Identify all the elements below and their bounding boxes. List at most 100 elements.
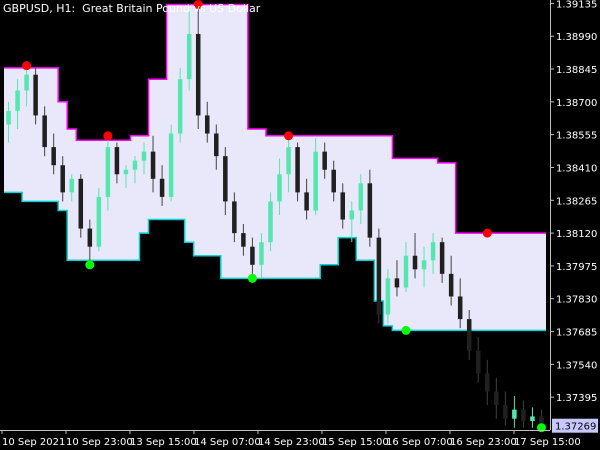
candle	[457, 278, 463, 329]
time-tick-label: 16 Sep 07:00	[386, 437, 453, 448]
candle	[512, 396, 517, 428]
current-price-label: 1.37269	[555, 422, 596, 433]
candle	[376, 228, 382, 324]
channel-layer	[4, 3, 546, 332]
candle-body	[232, 201, 237, 234]
swing-high-dot	[193, 0, 203, 10]
candle-body	[223, 156, 228, 202]
candle	[448, 255, 454, 306]
candle-body	[195, 33, 201, 116]
candle-body	[376, 237, 382, 315]
candle-body	[214, 133, 219, 157]
candle-body	[439, 242, 445, 274]
candle-body	[421, 260, 427, 270]
candle-body	[150, 151, 156, 179]
candle-body	[123, 169, 129, 175]
candle	[150, 135, 156, 193]
candle-body	[475, 350, 481, 374]
candle	[186, 11, 192, 91]
current-price-box	[552, 418, 598, 433]
candle	[250, 237, 255, 274]
candle	[96, 187, 102, 252]
candle	[114, 142, 120, 184]
candle-body	[521, 409, 526, 421]
candle	[385, 269, 391, 324]
swing-low-dot	[85, 260, 95, 270]
candle	[177, 67, 183, 143]
candle	[241, 224, 246, 256]
candle	[132, 156, 138, 184]
candle-body	[277, 174, 282, 202]
price-tick-label: 1.38700	[556, 98, 597, 109]
candle-body	[385, 278, 391, 315]
price-tick-label: 1.39135	[556, 0, 597, 10]
candle	[42, 106, 47, 157]
candle-body	[42, 115, 47, 148]
swing-high-dot	[22, 61, 32, 71]
candle	[521, 400, 526, 428]
candle-body	[87, 228, 93, 247]
candle	[295, 142, 300, 202]
candle-body	[539, 416, 544, 426]
candle-body	[250, 246, 255, 265]
candle	[349, 201, 355, 243]
candle-body	[78, 178, 84, 229]
candle-body	[177, 79, 183, 134]
time-tick-label: 17 Sep 15:00	[514, 437, 581, 448]
candle-body	[322, 151, 327, 170]
price-tick-label: 1.37540	[556, 360, 597, 371]
candle	[358, 174, 364, 225]
swing-low-dot	[536, 423, 546, 433]
candle-body	[304, 192, 309, 211]
candle-body	[503, 405, 508, 419]
candle-body	[485, 373, 490, 392]
candle	[494, 377, 499, 419]
time-tick-label: 16 Sep 23:00	[450, 437, 517, 448]
swing-low-dot	[247, 273, 257, 283]
candle-body	[268, 201, 273, 243]
candle-body	[132, 160, 138, 170]
candle	[87, 219, 93, 265]
candle-body	[466, 319, 472, 351]
channel-fill	[4, 4, 546, 331]
price-tick-label: 1.38555	[556, 131, 597, 142]
candle	[503, 391, 508, 426]
swing-high-dot	[103, 131, 113, 141]
candle	[232, 192, 237, 243]
candle-body	[295, 147, 300, 193]
candle-body	[494, 391, 499, 406]
candle	[33, 67, 38, 125]
candle	[214, 124, 219, 170]
candle	[223, 147, 228, 215]
candle	[286, 135, 291, 193]
time-tick-label: 14 Sep 23:00	[258, 437, 325, 448]
candle-body	[105, 147, 111, 197]
candle	[24, 65, 29, 107]
candle-body	[114, 147, 120, 175]
candle-body	[331, 169, 336, 193]
chart-title: GBPUSD, H1: Great Britain Pound vs US Do…	[3, 2, 261, 15]
candle-body	[340, 192, 346, 220]
price-tick-label: 1.38265	[556, 196, 597, 207]
price-tick-label: 1.37975	[556, 262, 597, 273]
time-tick-label: 15 Sep 15:00	[322, 437, 389, 448]
candle	[439, 237, 445, 283]
candle	[430, 233, 436, 274]
candle	[475, 337, 481, 383]
price-tick-label: 1.38990	[556, 32, 597, 43]
candle-body	[60, 165, 65, 193]
price-tick-label: 1.38120	[556, 229, 597, 240]
price-tick-label: 1.37685	[556, 328, 597, 339]
candle-body	[186, 33, 192, 80]
candle	[105, 135, 111, 211]
candle	[204, 101, 210, 143]
candle-body	[15, 90, 20, 111]
candle	[159, 165, 165, 206]
time-tick-label: 10 Sep 23:00	[66, 437, 133, 448]
candle-body	[358, 183, 364, 211]
time-tick-label: 13 Sep 15:00	[130, 437, 197, 448]
candle	[15, 79, 20, 129]
